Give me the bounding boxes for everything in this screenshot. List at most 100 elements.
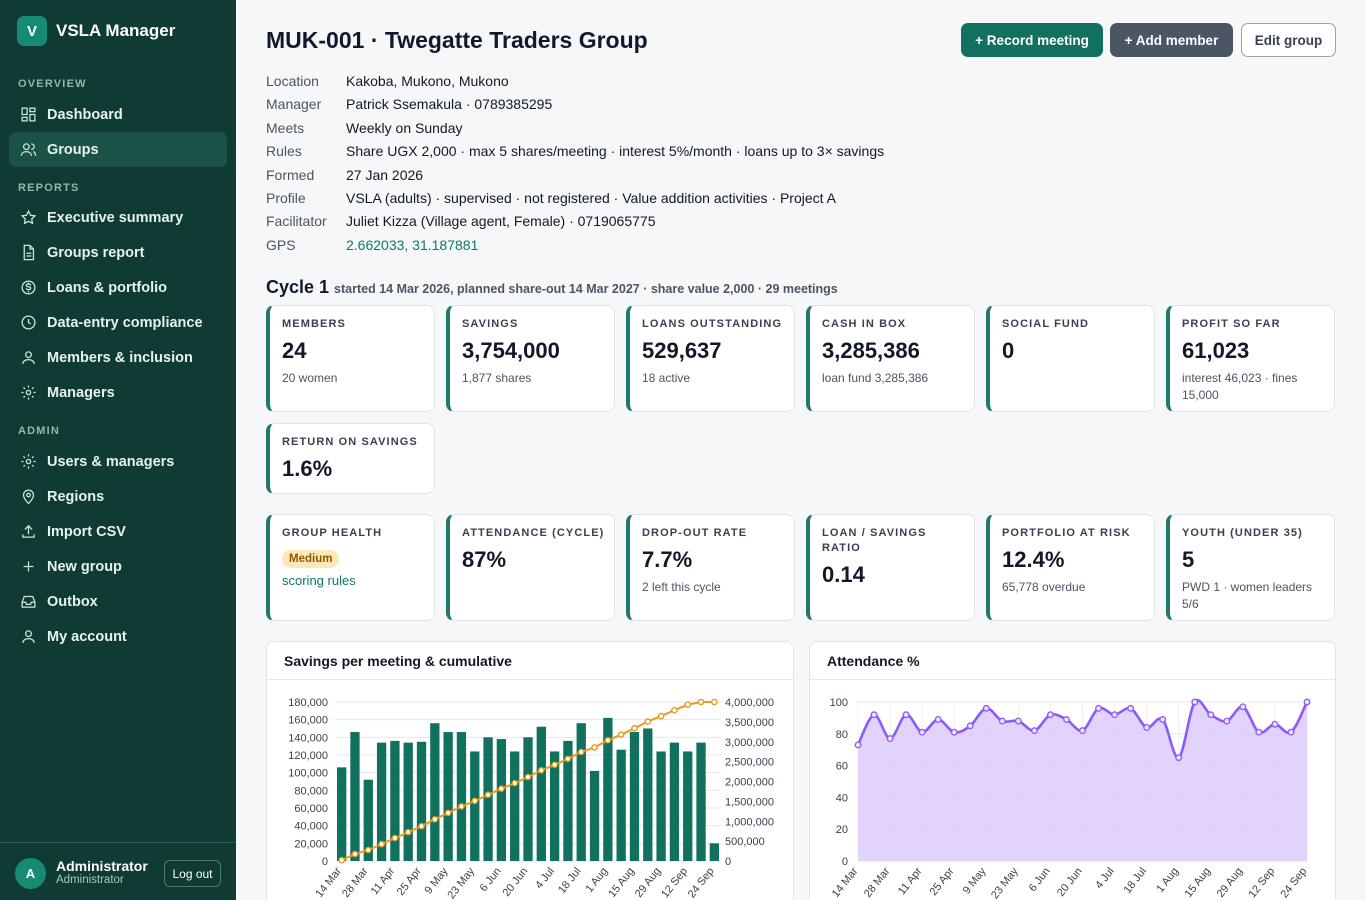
scoring-rules-link[interactable]: scoring rules [282,573,356,588]
x-tick-label: 24 Sep [1278,865,1309,900]
attendance-point [1030,727,1038,735]
sidebar-item-outbox[interactable]: Outbox [9,584,227,619]
cumulative-point [351,850,359,858]
cumulative-point [458,803,465,810]
savings-bar [696,742,706,861]
dashboard-icon [21,107,36,122]
cumulative-point [484,791,492,799]
card-value: 0 [1002,338,1015,363]
cumulative-point [604,736,612,744]
y2-tick-label: 1,000,000 [725,816,774,828]
sidebar-item-data-entry-compliance[interactable]: Data-entry compliance [9,305,227,340]
cumulative-point [711,698,718,706]
savings-bar [403,742,413,861]
info-label: Rules [266,143,302,160]
attendance-point [998,717,1006,725]
sidebar-item-groups[interactable]: Groups [9,132,227,167]
document-icon [23,244,35,261]
y2-tick-label: 2,500,000 [725,757,774,769]
sidebar-item-regions[interactable]: Regions [9,479,227,514]
attendance-point [1079,727,1086,735]
attendance-point [1111,711,1119,719]
attendance-point [854,741,862,749]
add-member-button[interactable]: + Add member [1110,23,1233,57]
status-badge: Medium [282,550,340,568]
cumulative-point [511,779,518,787]
attendance-point [934,716,942,723]
sidebar-item-label: Executive summary [47,209,184,226]
savings-chart: 0 20,000 40,000 60,000 80,000 100,000 120,000 1… [288,697,774,900]
brand[interactable]: V VSLA Manager [17,16,175,46]
avatar: A [15,858,46,889]
cumulative-point [418,822,425,830]
x-tick-label: 12 Sep [659,865,690,900]
x-tick-label: 14 Mar [313,865,344,900]
y-tick-label: 40 [836,792,848,804]
sidebar-item-users-managers[interactable]: Users & managers [9,444,227,479]
x-tick-label: 1 Aug [1154,865,1181,895]
y-tick-label: 20,000 [294,838,328,850]
x-tick-label: 15 Aug [1183,865,1214,899]
attendance-point [1207,711,1215,719]
savings-bar [589,770,600,861]
sidebar-item-my-account[interactable]: My account [9,619,227,654]
stat-card-cash-in-box: Cash in box 3,285,386 loan fund 3,285,386 [806,305,975,412]
logout-button[interactable]: Log out [164,860,221,887]
savings-bar [390,740,400,861]
x-tick-label: 23 May [989,865,1021,900]
info-label: Facilitator [266,213,327,230]
record-meeting-button[interactable]: + Record meeting [961,23,1103,57]
attendance-point [1239,703,1247,711]
y2-tick-label: 3,500,000 [725,717,774,729]
card-value: 61,023 [1182,338,1250,363]
cycle-header: Cycle 1 started 14 Mar 2026, planned sha… [266,277,838,298]
x-tick-label: 11 Apr [369,865,398,897]
sidebar-item-label: Outbox [47,593,98,610]
y2-tick-label: 500,000 [725,836,765,848]
attendance-point [1287,728,1295,736]
sidebar-item-label: Regions [47,488,105,505]
y2-tick-label: 4,000,000 [725,697,774,709]
attendance-point [1046,711,1054,719]
cycle-title: Cycle 1 [266,277,330,297]
edit-group-button[interactable]: Edit group [1241,23,1336,57]
info-value: Weekly on Sunday [346,119,463,136]
sidebar-item-import-csv[interactable]: Import CSV [9,514,227,549]
sidebar-item-dashboard[interactable]: Dashboard [9,97,227,132]
card-label: Loan / savings ratio [822,527,927,554]
savings-bar [709,843,719,861]
gps-link[interactable]: 2.662033, 31.187881 [346,236,479,253]
sidebar-item-members-inclusion[interactable]: Members & inclusion [9,340,227,375]
health-card-youth-under-35: Youth (under 35) 5 PWD 1 · women leaders 5… [1166,514,1335,621]
card-value: 5 [1182,547,1195,572]
savings-bar [496,739,507,861]
health-card-attendance-cycle: Attendance (cycle) 87% [446,514,615,621]
savings-bar [643,728,653,861]
card-subtext: 1,877 shares [462,371,532,385]
sidebar-item-label: Dashboard [47,106,123,123]
sidebar-item-groups-report[interactable]: Groups report [9,235,227,270]
attendance-point [870,711,878,719]
sidebar-item-executive-summary[interactable]: Executive summary [9,200,227,235]
card-subtext: 65,778 overdue [1002,580,1086,594]
stat-card-members: Members 24 20 women [266,305,435,412]
user-role: Administrator [56,874,124,886]
x-tick-label: 14 Mar [830,865,861,900]
y-tick-label: 0 [322,856,328,868]
savings-bar [523,737,533,861]
cumulative-point [391,834,399,842]
star-icon [20,209,37,225]
card-label: Loans outstanding [642,318,783,330]
x-tick-label: 12 Sep [1246,865,1277,900]
sidebar-item-new-group[interactable]: New group [9,549,227,584]
sidebar-item-loans-portfolio[interactable]: Loans & portfolio [9,270,227,305]
attendance-point [1159,716,1167,723]
card-value: 24 [282,338,307,363]
card-label: Attendance (cycle) [462,527,605,539]
sidebar-item-managers[interactable]: Managers [9,375,227,410]
savings-bar [483,737,493,861]
card-label: Youth (under 35) [1182,527,1303,539]
savings-bar [616,749,626,861]
cumulative-point [631,724,638,732]
card-label: Social fund [1002,318,1090,330]
